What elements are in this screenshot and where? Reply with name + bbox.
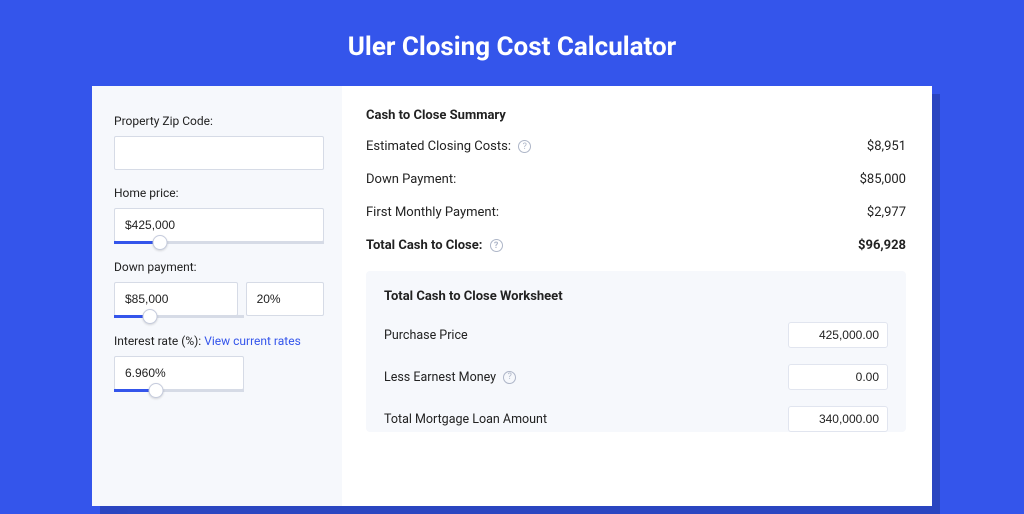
summary-label-text: Estimated Closing Costs: (366, 139, 511, 154)
summary-row-first-payment: First Monthly Payment: $2,977 (366, 205, 906, 220)
worksheet-row-earnest-money: Less Earnest Money ? (384, 364, 888, 390)
calculator-card-wrapper: Property Zip Code: Home price: Down paym… (92, 86, 932, 506)
down-payment-label: Down payment: (114, 260, 324, 274)
summary-title: Cash to Close Summary (366, 108, 906, 123)
home-price-label: Home price: (114, 186, 324, 200)
worksheet-value-input[interactable] (788, 364, 888, 390)
down-payment-slider[interactable] (114, 315, 244, 318)
interest-rate-label-row: Interest rate (%): View current rates (114, 334, 324, 348)
summary-label: Estimated Closing Costs: ? (366, 139, 531, 154)
worksheet-label: Less Earnest Money ? (384, 370, 516, 385)
summary-value: $2,977 (867, 205, 906, 220)
home-price-group: Home price: (114, 186, 324, 244)
interest-rate-group: Interest rate (%): View current rates (114, 334, 324, 392)
help-icon[interactable]: ? (503, 371, 516, 384)
worksheet-label-text: Less Earnest Money (384, 370, 496, 385)
interest-rate-slider[interactable] (114, 389, 244, 392)
home-price-slider-thumb[interactable] (153, 235, 168, 250)
results-panel: Cash to Close Summary Estimated Closing … (342, 86, 932, 506)
down-payment-slider-thumb[interactable] (143, 309, 158, 324)
summary-label-text: Total Cash to Close: (366, 238, 482, 253)
help-icon[interactable]: ? (490, 239, 503, 252)
summary-label: Down Payment: (366, 172, 456, 187)
worksheet-card: Total Cash to Close Worksheet Purchase P… (366, 271, 906, 432)
worksheet-label: Purchase Price (384, 328, 468, 343)
zip-label: Property Zip Code: (114, 114, 324, 128)
worksheet-value-input[interactable] (788, 406, 888, 432)
summary-label: First Monthly Payment: (366, 205, 499, 220)
summary-row-closing-costs: Estimated Closing Costs: ? $8,951 (366, 139, 906, 154)
worksheet-row-mortgage-amount: Total Mortgage Loan Amount (384, 406, 888, 432)
summary-value: $8,951 (867, 139, 906, 154)
worksheet-value-input[interactable] (788, 322, 888, 348)
worksheet-row-purchase-price: Purchase Price (384, 322, 888, 348)
page-title: Uler Closing Cost Calculator (0, 0, 1024, 86)
summary-row-total-cash: Total Cash to Close: ? $96,928 (366, 238, 906, 253)
summary-row-down-payment: Down Payment: $85,000 (366, 172, 906, 187)
help-icon[interactable]: ? (518, 140, 531, 153)
zip-group: Property Zip Code: (114, 114, 324, 170)
interest-rate-label: Interest rate (%): (114, 334, 204, 348)
summary-value: $85,000 (860, 172, 906, 187)
worksheet-title: Total Cash to Close Worksheet (384, 289, 888, 304)
down-payment-group: Down payment: (114, 260, 324, 318)
home-price-input[interactable] (114, 208, 324, 242)
interest-rate-slider-thumb[interactable] (148, 383, 163, 398)
summary-label: Total Cash to Close: ? (366, 238, 503, 253)
interest-rate-input[interactable] (114, 356, 244, 390)
worksheet-label: Total Mortgage Loan Amount (384, 412, 547, 427)
down-payment-amount-input[interactable] (114, 282, 238, 316)
home-price-slider[interactable] (114, 241, 324, 244)
down-payment-pct-input[interactable] (246, 282, 324, 316)
zip-input[interactable] (114, 136, 324, 170)
input-sidebar: Property Zip Code: Home price: Down paym… (92, 86, 342, 506)
summary-value: $96,928 (858, 238, 906, 253)
view-rates-link[interactable]: View current rates (204, 334, 301, 348)
calculator-card: Property Zip Code: Home price: Down paym… (92, 86, 932, 506)
